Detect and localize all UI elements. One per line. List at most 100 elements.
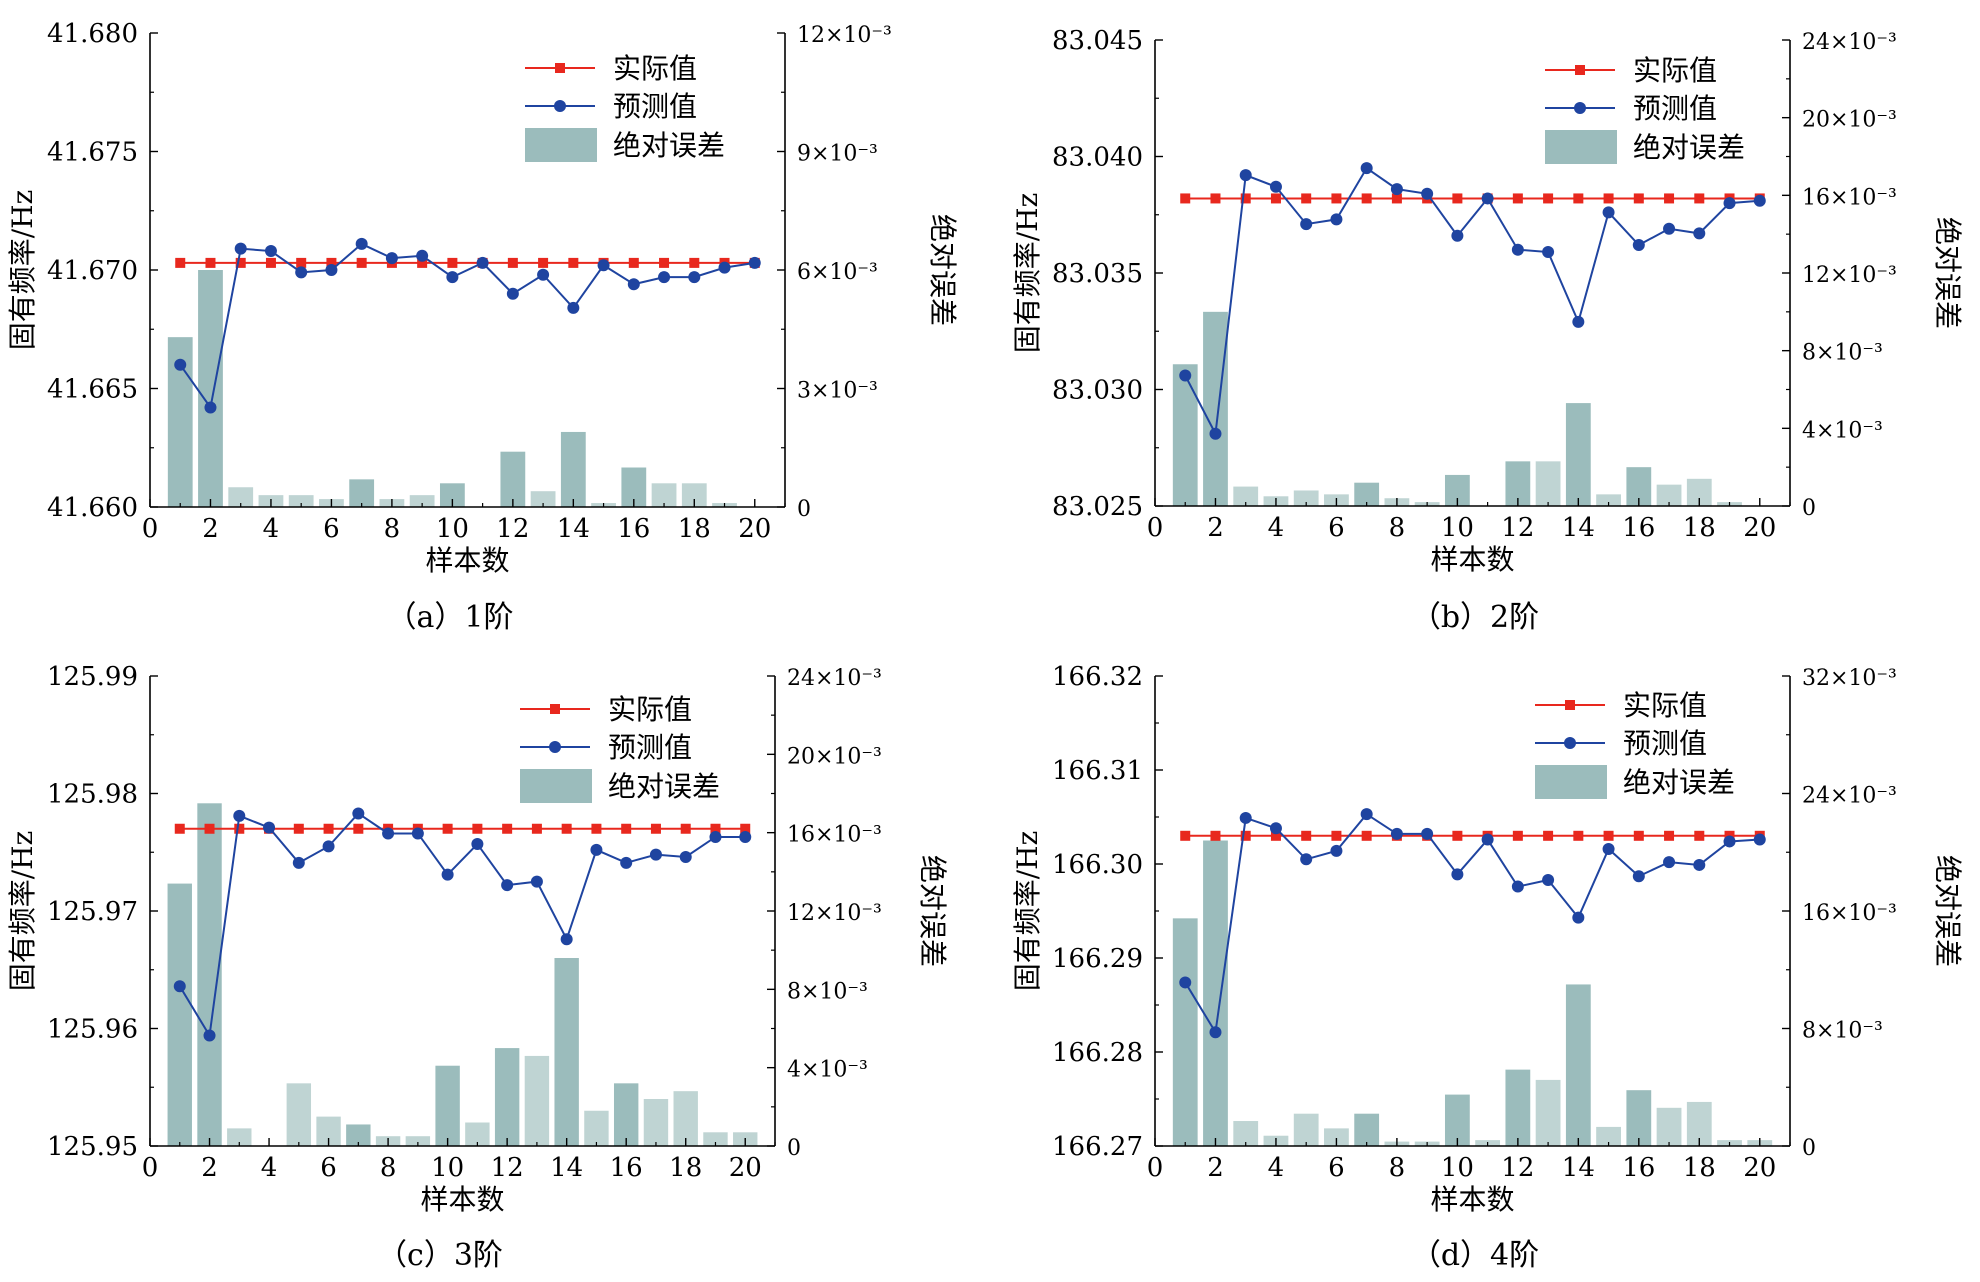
y2-tick-label: 9×10⁻³ [797, 142, 878, 167]
predicted-point [173, 980, 186, 993]
error-bar [1565, 984, 1591, 1146]
x-tick-label: 6 [320, 1153, 337, 1183]
chart-caption-c: （c）3阶 [377, 1238, 503, 1273]
y-tick-label: 83.030 [1052, 376, 1143, 406]
predicted-point [679, 850, 692, 863]
error-bar [1233, 1121, 1259, 1146]
error-bar [1444, 1094, 1470, 1146]
legend-actual-marker [1565, 700, 1575, 710]
predicted-point [1693, 227, 1706, 240]
predicted-point [501, 879, 514, 892]
actual-point [1512, 193, 1523, 204]
error-bar [1354, 482, 1380, 506]
y2-tick-label: 12×10⁻³ [1802, 263, 1897, 288]
legend-predicted-marker [549, 741, 561, 753]
chart-caption-d: （d）4阶 [1410, 1238, 1540, 1273]
x-tick-label: 18 [678, 514, 711, 544]
x-tick-label: 8 [1389, 1153, 1406, 1183]
y-tick-label: 125.98 [47, 780, 138, 810]
error-bar [1172, 364, 1198, 506]
predicted-point [1753, 833, 1766, 846]
predicted-point [1451, 229, 1464, 242]
legend-actual-label: 实际值 [1633, 54, 1717, 87]
y2-tick-label: 24×10⁻³ [1802, 30, 1897, 55]
predicted-point [1481, 192, 1494, 205]
error-bar [1293, 1113, 1319, 1146]
y-tick-label: 166.27 [1052, 1132, 1143, 1162]
predicted-point [264, 245, 277, 258]
actual-point [680, 823, 691, 834]
actual-point [205, 257, 216, 268]
actual-point [234, 823, 245, 834]
actual-point [1240, 193, 1251, 204]
legend-predicted-label: 预测值 [1623, 727, 1707, 760]
legend-predicted-marker [1574, 102, 1586, 114]
y2-tick-label: 12×10⁻³ [787, 901, 882, 926]
error-bar [681, 483, 707, 507]
error-bar [1626, 1090, 1652, 1146]
y2-tick-label: 16×10⁻³ [1802, 901, 1897, 926]
error-bar [584, 1110, 609, 1146]
error-bar [465, 1122, 490, 1146]
legend-predicted-marker [554, 100, 566, 112]
actual-point [1603, 830, 1614, 841]
error-bar [227, 1128, 252, 1146]
actual-point [1452, 830, 1463, 841]
y2-tick-label: 0 [797, 497, 811, 522]
y2-tick-label: 8×10⁻³ [787, 979, 868, 1004]
legend-actual-marker [1575, 65, 1585, 75]
predicted-point [739, 830, 752, 843]
predicted-point [1723, 197, 1736, 210]
x-tick-label: 0 [142, 1153, 159, 1183]
actual-point [1361, 830, 1372, 841]
chart-panel-b: 0 2 4 6 8 10 12 14 16 18 20 83.025 83.030 83.035 83.04… [990, 0, 1980, 640]
predicted-point [1753, 194, 1766, 207]
actual-point [591, 823, 602, 834]
predicted-point [530, 875, 543, 888]
x-tick-label: 14 [550, 1153, 583, 1183]
predicted-point [567, 301, 580, 314]
error-bar [524, 1055, 550, 1146]
actual-point [175, 257, 186, 268]
predicted-point [1663, 856, 1676, 869]
y-tick-label: 125.97 [47, 897, 138, 927]
y2-tick-label: 0 [1802, 496, 1816, 521]
x-tick-label: 14 [1562, 513, 1595, 543]
y-axis-title: 固有频率/Hz [6, 190, 39, 351]
x-tick-label: 0 [1147, 1153, 1164, 1183]
actual-point [174, 823, 185, 834]
y-tick-label: 83.045 [1052, 26, 1143, 56]
x-tick-label: 2 [202, 514, 219, 544]
x-tick-label: 12 [1501, 513, 1534, 543]
x-tick-label: 10 [431, 1153, 464, 1183]
predicted-point [1390, 183, 1403, 196]
x-tick-label: 10 [1441, 1153, 1474, 1183]
error-bar [228, 487, 254, 507]
actual-point [1331, 193, 1342, 204]
y2-tick-label: 8×10⁻³ [1802, 1019, 1883, 1044]
actual-point [235, 257, 246, 268]
predicted-line [178, 812, 746, 1039]
x-tick-label: 20 [1743, 513, 1776, 543]
error-bar [349, 479, 375, 507]
x-tick-label: 16 [1622, 1153, 1655, 1183]
actual-point [1361, 193, 1372, 204]
x-tick-label: 2 [201, 1153, 218, 1183]
y-tick-label: 83.035 [1052, 259, 1143, 289]
y-axis-title: 固有频率/Hz [6, 831, 39, 992]
predicted-point [471, 838, 484, 851]
actual-point [353, 823, 364, 834]
x-tick-label: 20 [729, 1153, 762, 1183]
predicted-point [560, 933, 573, 946]
predicted-point [411, 827, 424, 840]
chart-svg-b: 0 2 4 6 8 10 12 14 16 18 20 83.025 83.030 83.035 83.04… [1011, 26, 1964, 576]
predicted-point [476, 256, 489, 269]
x-tick-label: 6 [1328, 1153, 1345, 1183]
predicted-point [295, 266, 308, 279]
x-tick-label: 4 [1268, 1153, 1285, 1183]
y-tick-label: 125.99 [47, 662, 138, 692]
predicted-point [537, 268, 550, 281]
actual-point [442, 823, 453, 834]
legend-predicted-label: 预测值 [608, 731, 692, 764]
